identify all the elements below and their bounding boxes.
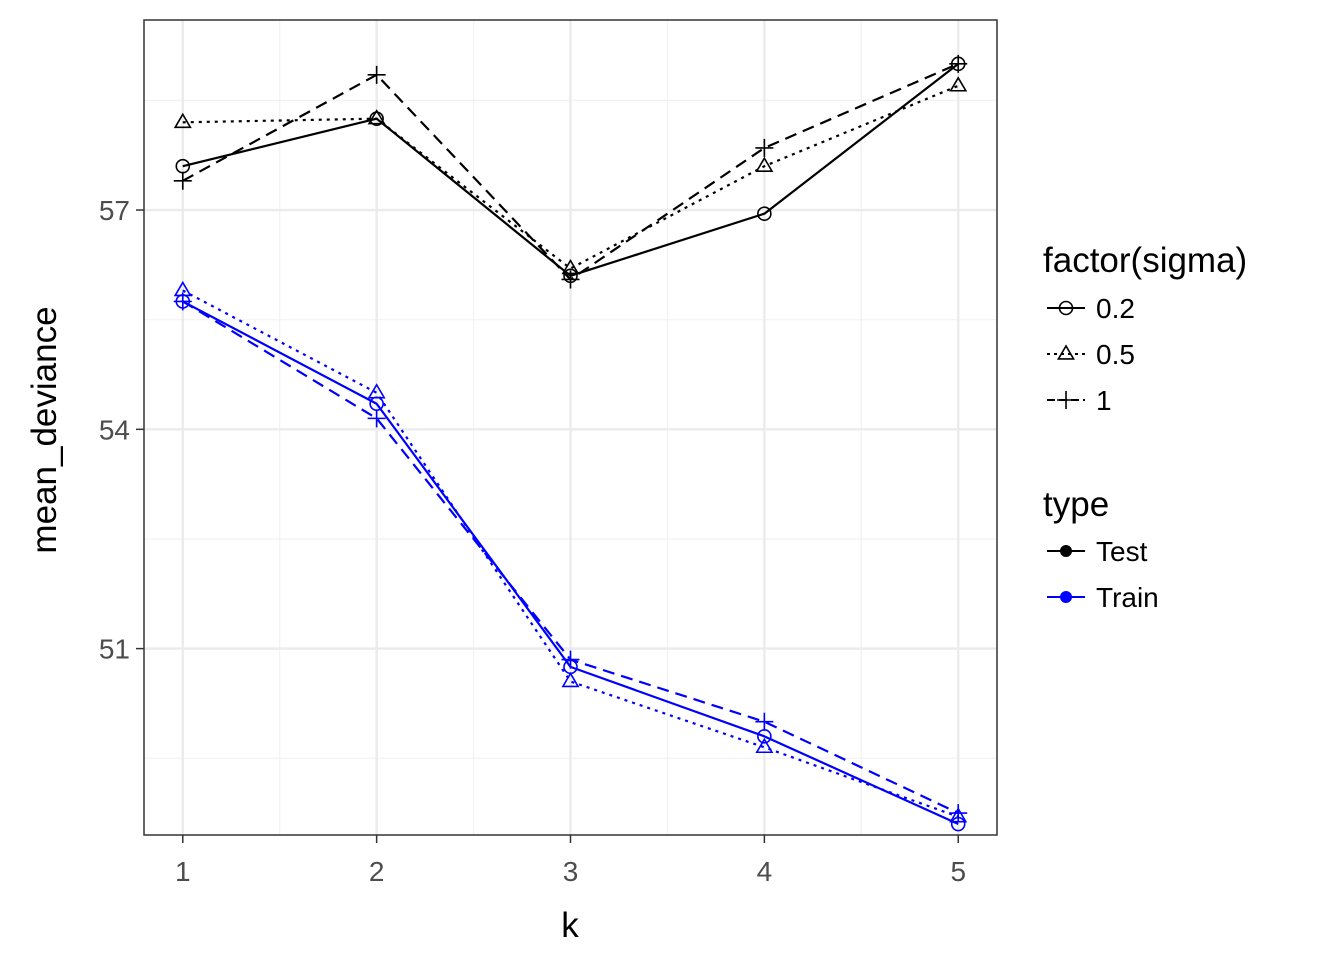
legend-triangle-icon: [1057, 344, 1075, 360]
legend: factor(sigma) 0.2 0.5 1 type Test Train: [1043, 241, 1247, 613]
data-point-train-sigma-1: [755, 712, 774, 731]
major-gridlines: [144, 20, 997, 835]
data-point-train-sigma-0.5: [755, 737, 774, 754]
data-point-test-sigma-1: [367, 65, 386, 84]
legend-dot-icon: [1060, 545, 1072, 557]
data-point-test-sigma-0.5: [367, 109, 386, 125]
legend-label-type: Train: [1096, 582, 1159, 613]
legend-label-sigma: 0.2: [1096, 293, 1135, 324]
data-point-train-sigma-0.5: [367, 383, 386, 399]
data-point-test-sigma-0.2: [757, 206, 772, 221]
x-tick-label: 3: [563, 856, 579, 887]
legend-label-sigma: 1: [1096, 385, 1112, 416]
legend-plus-icon: [1057, 391, 1075, 409]
data-point-train-sigma-1: [367, 409, 386, 428]
y-axis-title: mean_deviance: [25, 306, 64, 553]
data-point-test-sigma-0.5: [949, 76, 968, 92]
legend-circle-icon: [1058, 300, 1074, 316]
y-tick-label: 51: [99, 634, 130, 665]
x-tick-label: 2: [369, 856, 385, 887]
x-tick-label: 5: [950, 856, 966, 887]
x-axis-title: k: [561, 906, 579, 945]
data-point-test-sigma-0.5: [173, 112, 192, 129]
legend-title-type: type: [1043, 485, 1109, 524]
data-point-test-sigma-1: [755, 138, 774, 157]
data-point-train-sigma-0.5: [561, 671, 580, 688]
data-point-test-sigma-1: [949, 54, 968, 73]
legend-label-type: Test: [1096, 536, 1148, 567]
x-tick-label: 4: [757, 856, 773, 887]
y-axis: 51 54 57: [99, 195, 144, 665]
data-point-test-sigma-1: [561, 270, 580, 289]
data-point-train-sigma-1: [173, 292, 192, 311]
data-point-train-sigma-1: [561, 650, 580, 669]
data-point-test-sigma-1: [173, 171, 192, 190]
series-line-train-sigma-0.5: [182, 289, 959, 818]
data-point-test-sigma-0.5: [755, 156, 774, 172]
data-point-train-sigma-1: [949, 804, 968, 823]
legend-title-sigma: factor(sigma): [1043, 241, 1247, 280]
series-line-test-sigma-0.5: [182, 84, 959, 270]
y-tick-label: 57: [99, 195, 130, 226]
series-points: [173, 54, 968, 832]
legend-label-sigma: 0.5: [1096, 339, 1135, 370]
y-tick-label: 54: [99, 414, 130, 445]
legend-dot-icon: [1060, 591, 1072, 603]
x-axis: 1 2 3 4 5: [175, 835, 966, 887]
x-tick-label: 1: [175, 856, 191, 887]
